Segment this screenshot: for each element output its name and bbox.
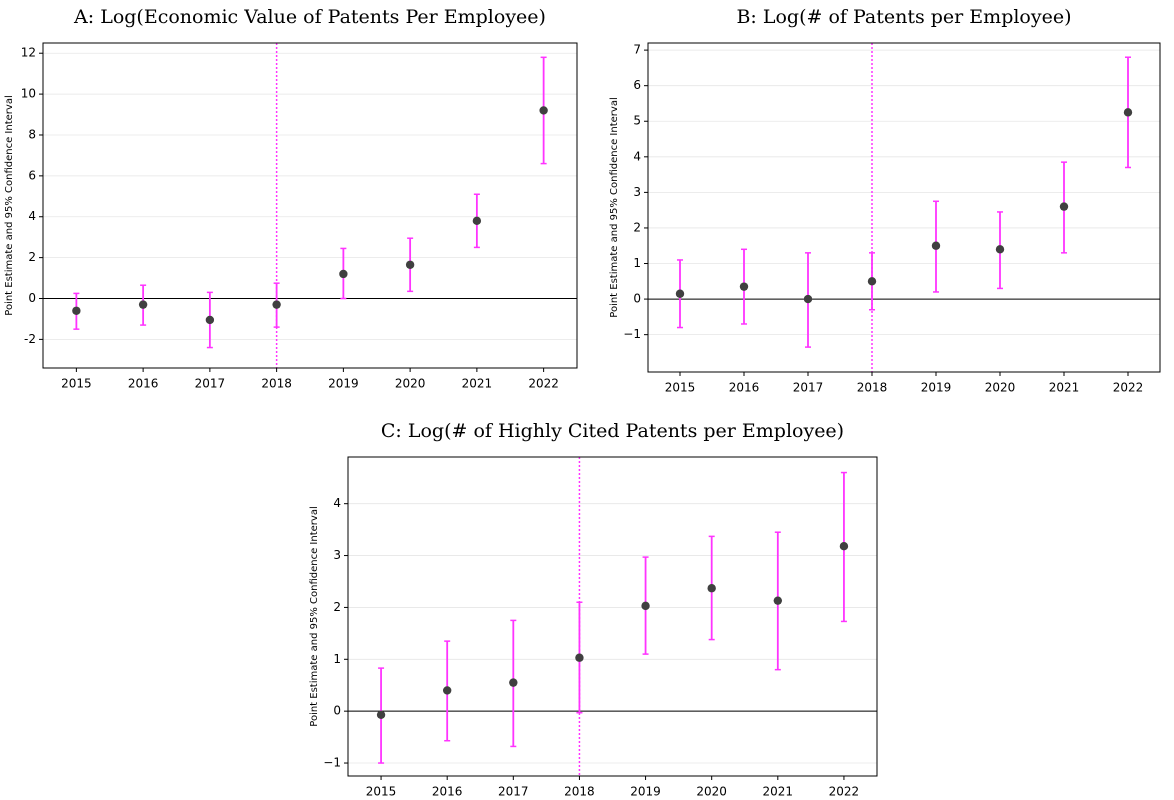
y-tick-label: 4 xyxy=(633,149,641,163)
y-tick-label: 12 xyxy=(21,46,36,60)
x-tick-label: 2019 xyxy=(328,377,359,391)
point-estimate xyxy=(72,306,81,315)
point-estimate xyxy=(339,269,348,279)
y-axis-label: Point Estimate and 95% Confidence Interv… xyxy=(309,506,320,726)
x-tick-label: 2016 xyxy=(432,785,463,799)
x-tick-label: 2020 xyxy=(696,785,727,799)
chart-title: C: Log(# of Highly Cited Patents per Emp… xyxy=(381,420,844,442)
x-tick-label: 2017 xyxy=(793,381,824,395)
x-tick-label: 2019 xyxy=(921,381,952,395)
point-estimate xyxy=(739,282,749,291)
point-estimate xyxy=(803,294,813,304)
y-tick-label: 10 xyxy=(21,87,36,101)
y-tick-label: 7 xyxy=(633,43,641,57)
y-tick-label: 4 xyxy=(333,496,341,510)
point-estimate xyxy=(641,601,650,611)
y-tick-label: −1 xyxy=(623,327,641,341)
point-estimate xyxy=(138,300,148,309)
y-tick-label: 3 xyxy=(333,548,341,562)
x-tick-label: 2015 xyxy=(665,381,696,395)
x-tick-label: 2021 xyxy=(462,377,493,391)
y-tick-label: −1 xyxy=(323,756,341,770)
chart-title: A: Log(Economic Value of Patents Per Emp… xyxy=(73,6,546,28)
point-estimate xyxy=(509,678,518,687)
y-tick-label: 5 xyxy=(633,114,641,128)
x-tick-label: 2018 xyxy=(564,785,595,799)
x-tick-label: 2018 xyxy=(857,381,888,395)
point-estimate xyxy=(675,289,685,298)
x-tick-label: 2015 xyxy=(366,785,397,799)
point-estimate xyxy=(773,596,783,605)
x-tick-label: 2017 xyxy=(195,377,226,391)
x-tick-label: 2020 xyxy=(985,381,1016,395)
y-tick-label: 2 xyxy=(28,250,36,264)
y-tick-label: 0 xyxy=(28,291,36,305)
plot-frame xyxy=(647,42,1161,373)
y-tick-label: -2 xyxy=(24,332,36,346)
x-tick-label: 2015 xyxy=(61,377,92,391)
plot-frame xyxy=(347,456,878,777)
x-tick-label: 2022 xyxy=(829,785,860,799)
point-estimate xyxy=(1123,108,1133,117)
plot-frame xyxy=(42,42,578,369)
y-tick-label: 6 xyxy=(633,78,641,92)
y-tick-label: 1 xyxy=(633,256,641,270)
x-tick-label: 2021 xyxy=(763,785,794,799)
y-tick-label: 2 xyxy=(633,220,641,234)
point-estimate xyxy=(539,106,548,115)
point-estimate xyxy=(1059,202,1069,211)
y-tick-label: 3 xyxy=(633,185,641,199)
point-estimate xyxy=(405,260,415,269)
point-estimate xyxy=(472,216,482,226)
x-tick-label: 2016 xyxy=(128,377,159,391)
y-tick-label: 4 xyxy=(28,209,36,223)
point-estimate xyxy=(442,686,452,695)
x-tick-label: 2017 xyxy=(498,785,529,799)
point-estimate xyxy=(931,241,941,250)
point-estimate xyxy=(376,710,386,719)
point-estimate xyxy=(205,315,215,325)
y-tick-label: 2 xyxy=(333,600,341,614)
y-tick-label: 0 xyxy=(633,292,641,306)
y-tick-label: 0 xyxy=(333,704,341,718)
y-tick-label: 1 xyxy=(333,652,341,666)
y-tick-label: 6 xyxy=(28,168,36,182)
point-estimate xyxy=(575,653,584,662)
point-estimate xyxy=(867,277,877,286)
point-estimate xyxy=(707,584,716,593)
x-tick-label: 2022 xyxy=(1113,381,1144,395)
x-tick-label: 2018 xyxy=(261,377,292,391)
x-tick-label: 2020 xyxy=(395,377,426,391)
y-tick-label: 8 xyxy=(28,127,36,141)
y-axis-label: Point Estimate and 95% Confidence Interv… xyxy=(609,97,620,317)
x-tick-label: 2021 xyxy=(1049,381,1080,395)
point-estimate xyxy=(272,300,281,309)
x-tick-label: 2022 xyxy=(528,377,559,391)
chart-title: B: Log(# of Patents per Employee) xyxy=(736,6,1071,28)
y-axis-label: Point Estimate and 95% Confidence Interv… xyxy=(4,95,15,315)
point-estimate xyxy=(995,245,1005,254)
x-tick-label: 2016 xyxy=(729,381,760,395)
x-tick-label: 2019 xyxy=(630,785,661,799)
point-estimate xyxy=(839,542,849,551)
